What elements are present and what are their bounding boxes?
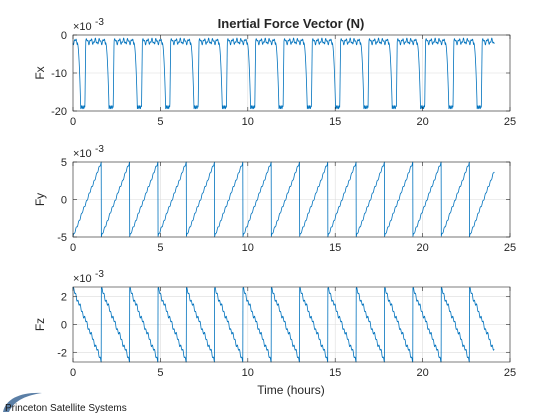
y-exponent-power: -3 (95, 17, 104, 28)
y-axis-label: Fz (33, 318, 47, 331)
fy-panel: 0 5 10 15 20 25-505×10 -3Fy (33, 144, 516, 254)
x-tick-label: 20 (416, 116, 428, 128)
y-tick-label: -5 (57, 232, 67, 244)
x-tick-label: 5 (157, 116, 163, 128)
y-tick-label: -20 (51, 106, 67, 118)
y-exponent-label: ×10 (73, 21, 92, 33)
series-line (72, 37, 495, 110)
fx-panel: 0 5 10 15 20 25 -20 -10 0 ×10 -3 Fx (33, 17, 516, 128)
x-tick-label: 15 (329, 116, 341, 128)
figure-title: Inertial Force Vector (N) (218, 16, 365, 31)
x-tick-label: 25 (504, 116, 516, 128)
x-tick-label: 0 (70, 242, 76, 254)
x-axis-label: Time (hours) (257, 383, 325, 397)
y-exponent-label: ×10 (73, 148, 92, 160)
x-tick-label: 10 (242, 116, 254, 128)
y-exponent-power: -3 (95, 144, 104, 155)
series-line (72, 161, 495, 238)
y-tick-label: 0 (61, 30, 67, 42)
x-tick-label: 0 (70, 116, 76, 128)
series-line (72, 287, 495, 363)
x-tick-label: 20 (416, 367, 428, 379)
y-tick-label: -2 (57, 347, 67, 359)
y-tick-label: 0 (61, 320, 67, 332)
y-tick-label: -10 (51, 68, 67, 80)
y-exponent-label: ×10 (73, 273, 92, 285)
x-tick-label: 25 (504, 242, 516, 254)
y-tick-label: 2 (61, 292, 67, 304)
x-tick-label: 5 (157, 367, 163, 379)
y-axis-label: Fy (33, 193, 47, 206)
logo-swoosh-icon (3, 392, 42, 412)
y-tick-label: 0 (61, 195, 67, 207)
x-tick-label: 15 (329, 242, 341, 254)
fz-panel: 0 5 10 15 20 25-202×10 -3Fz (33, 269, 516, 379)
x-tick-label: 5 (157, 242, 163, 254)
x-tick-label: 15 (329, 367, 341, 379)
x-tick-label: 0 (70, 367, 76, 379)
logo-text: Princeton Satellite Systems (5, 403, 127, 414)
x-tick-label: 25 (504, 367, 516, 379)
y-exponent-power: -3 (95, 269, 104, 280)
y-tick-label: 5 (61, 157, 67, 169)
x-tick-label: 10 (242, 242, 254, 254)
princeton-logo: Princeton Satellite Systems (3, 392, 127, 414)
x-tick-label: 10 (242, 367, 254, 379)
x-tick-label: 20 (416, 242, 428, 254)
y-axis-label: Fx (33, 66, 47, 79)
